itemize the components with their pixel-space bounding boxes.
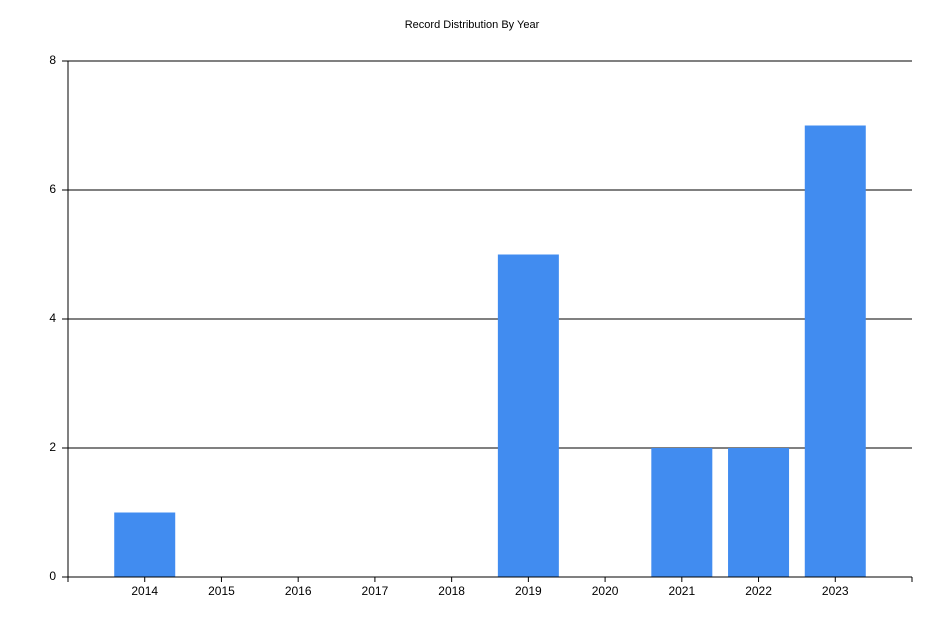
- x-tick-label: 2015: [208, 584, 235, 598]
- x-tick-label: 2019: [515, 584, 542, 598]
- bar: [114, 512, 176, 577]
- y-tick-label: 8: [49, 53, 56, 67]
- bar: [804, 125, 866, 577]
- x-tick-label: 2020: [592, 584, 619, 598]
- chart-title: Record Distribution By Year: [405, 19, 540, 31]
- x-tick-label: 2021: [668, 584, 695, 598]
- x-tick-label: 2023: [822, 584, 849, 598]
- x-tick-label: 2014: [131, 584, 158, 598]
- bar: [651, 448, 713, 577]
- x-tick-label: 2017: [362, 584, 389, 598]
- y-tick-label: 2: [49, 440, 56, 454]
- bar: [728, 448, 790, 577]
- x-tick-label: 2016: [285, 584, 312, 598]
- y-tick-label: 0: [49, 569, 56, 583]
- x-tick-label: 2022: [745, 584, 772, 598]
- y-tick-label: 6: [49, 182, 56, 196]
- x-tick-label: 2018: [438, 584, 465, 598]
- bar: [497, 254, 559, 577]
- y-tick-label: 4: [49, 311, 56, 325]
